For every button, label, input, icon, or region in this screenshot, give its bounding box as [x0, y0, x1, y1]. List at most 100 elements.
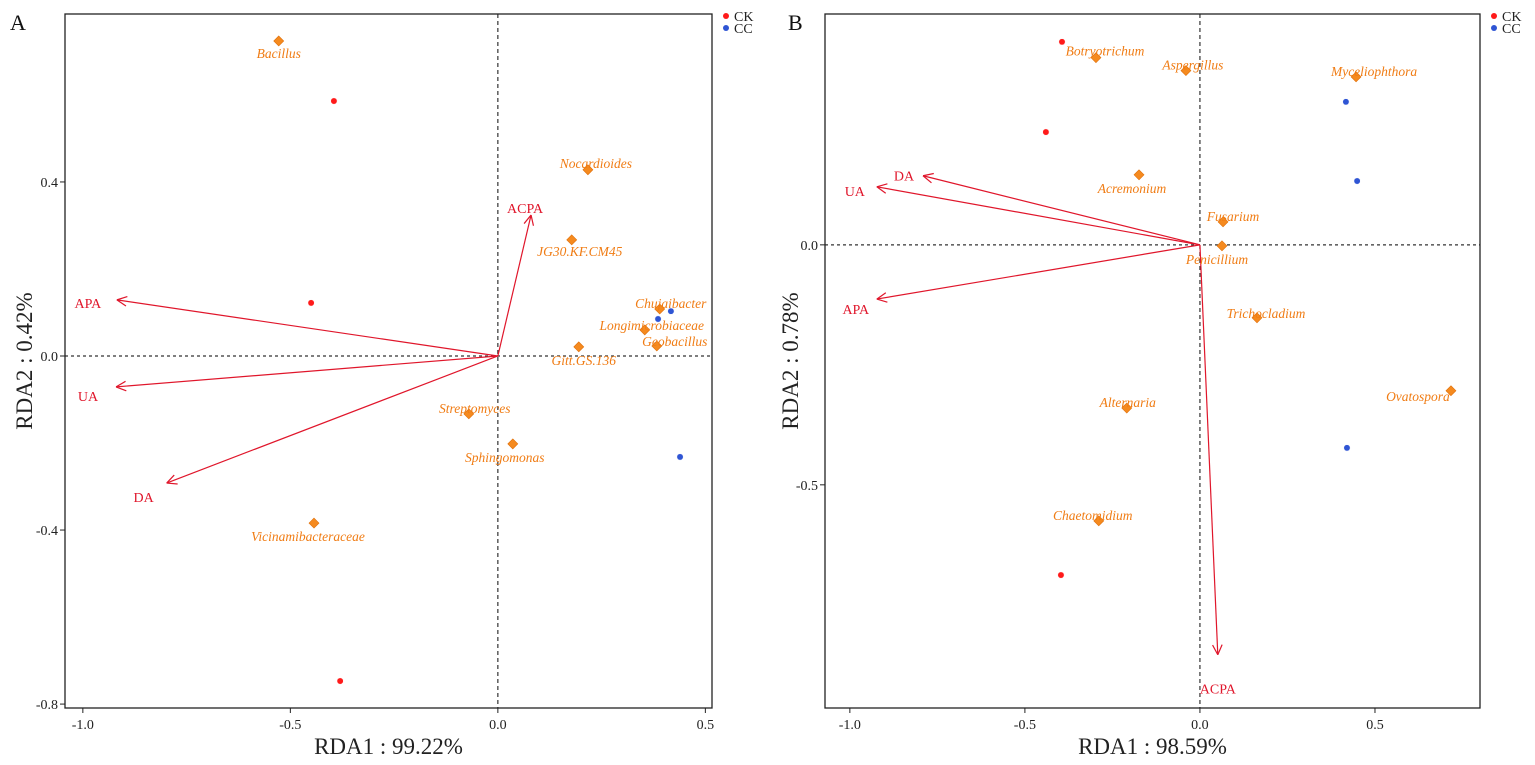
species-label: Sphingomonas	[465, 450, 545, 465]
y-tick-label: 0.4	[41, 176, 59, 191]
species-diamond-marker	[1251, 312, 1263, 324]
species-point: Ovatospora	[1386, 385, 1457, 404]
env-arrow-da: DA	[134, 355, 499, 506]
env-arrow-ua: UA	[78, 355, 498, 405]
species-point: Bacillus	[257, 35, 301, 61]
species-point: Chaetomidium	[1053, 508, 1133, 527]
env-arrow-acpa: ACPA	[1199, 244, 1237, 698]
species-point: Vicinamibacteraceae	[251, 517, 365, 544]
arrow-shaft	[166, 355, 499, 484]
arrow-head	[876, 186, 887, 194]
arrow-head	[115, 386, 127, 392]
species-point: JG30.KF.CM45	[537, 234, 623, 259]
x-tick-label: -0.5	[279, 718, 301, 733]
x-tick-label: 0.5	[1366, 718, 1384, 733]
legend-label: CC	[1502, 22, 1521, 37]
species-diamond-marker	[1445, 385, 1457, 397]
env-arrow-label: APA	[75, 297, 103, 312]
arrow-shaft	[876, 244, 1201, 300]
legend-label: CK	[734, 10, 753, 25]
sample-point-cc	[676, 453, 684, 461]
panel-a: -1.0 -0.5 0.0 0.5 0.4 0.0 -0.4 -0.8 RDA1 : 99.22…	[10, 10, 753, 759]
species-label: Streptomyces	[439, 401, 510, 416]
sample-point-ck	[1042, 128, 1050, 136]
arrow-shaft	[1199, 244, 1219, 655]
arrow-head	[922, 175, 932, 184]
species-label: Trichocladium	[1227, 306, 1306, 321]
legend-label: CC	[734, 22, 753, 37]
arrow-head	[116, 299, 127, 307]
species-label: Ovatospora	[1386, 389, 1450, 404]
arrow-shaft	[497, 214, 532, 357]
y-axis-title: RDA2 : 0.78%	[778, 292, 803, 429]
species-diamond-marker	[507, 438, 519, 450]
species-point: Geobacillus	[642, 334, 707, 352]
species-point: Alternaria	[1099, 395, 1156, 414]
species-label: Botryotrichum	[1066, 44, 1145, 59]
arrow-head	[116, 296, 128, 301]
species-diamond-marker	[1133, 169, 1145, 181]
y-tick-label: -0.4	[36, 524, 58, 539]
sample-point-cc	[1342, 98, 1350, 106]
species-point: Longimicrobiaceae	[599, 318, 704, 336]
panel-letter: A	[10, 10, 26, 35]
arrow-head	[1212, 644, 1219, 656]
species-label: Aspergillus	[1161, 58, 1223, 73]
arrow-head	[876, 298, 888, 303]
sample-point-cc	[1353, 177, 1361, 185]
species-diamond-marker	[651, 340, 663, 352]
y-axis-title: RDA2 : 0.42%	[12, 292, 37, 429]
species-label: Chaetomidium	[1053, 508, 1133, 523]
arrow-head	[166, 474, 175, 484]
legend-marker-ck	[723, 13, 729, 19]
species-label: Geobacillus	[642, 334, 707, 349]
env-arrow-label: DA	[134, 491, 155, 506]
species-diamond-marker	[1180, 65, 1192, 77]
env-arrow-label: ACPA	[507, 202, 544, 217]
species-diamond-marker	[566, 234, 578, 246]
species-label: Penicillium	[1185, 252, 1248, 267]
species-point: Streptomyces	[439, 401, 511, 420]
sample-point-cc	[654, 315, 662, 323]
plot-frame	[824, 13, 1481, 709]
species-diamond-marker	[273, 35, 285, 47]
species-label: Myceliophthora	[1330, 64, 1417, 79]
species-point: Penicillium	[1185, 240, 1248, 267]
env-arrow-label: DA	[894, 170, 915, 185]
x-tick-label: 0.0	[1191, 718, 1209, 733]
arrow-shaft	[115, 355, 498, 388]
species-label: Alternaria	[1099, 395, 1156, 410]
sample-point-ck	[1057, 571, 1065, 579]
sample-point-ck	[1058, 38, 1066, 46]
panel-letter: B	[788, 10, 803, 35]
arrow-shaft	[922, 175, 1201, 246]
species-point: Acremonium	[1097, 169, 1167, 196]
legend-marker-cc	[1491, 25, 1497, 31]
species-point: Fusarium	[1206, 209, 1260, 228]
env-arrow-ua: UA	[845, 183, 1201, 246]
species-label: Vicinamibacteraceae	[251, 529, 365, 544]
species-diamond-marker	[582, 164, 594, 176]
y-tick-label: -0.8	[36, 698, 58, 713]
sample-point-ck	[336, 677, 344, 685]
species-point: Nocardioides	[559, 156, 632, 176]
species-label: Chujaibacter	[635, 296, 707, 311]
sample-point-ck	[307, 299, 315, 307]
species-point: Trichocladium	[1227, 306, 1306, 324]
env-arrow-apa: APA	[75, 296, 498, 357]
x-tick-label: -1.0	[72, 718, 94, 733]
species-diamond-marker	[1093, 515, 1105, 527]
y-tick-label: -0.5	[796, 479, 818, 494]
species-point: Aspergillus	[1161, 58, 1223, 77]
arrow-shaft	[876, 186, 1201, 246]
species-diamond-marker	[639, 324, 651, 336]
species-point: Botryotrichum	[1066, 44, 1145, 64]
species-diamond-marker	[1350, 71, 1362, 83]
x-tick-label: 0.5	[697, 718, 715, 733]
env-arrow-label: ACPA	[1200, 683, 1237, 698]
env-arrow-acpa: ACPA	[497, 202, 544, 357]
x-axis-title: RDA1 : 98.59%	[1078, 734, 1227, 759]
species-label: Gitt.GS.136	[552, 353, 617, 368]
arrow-head	[523, 214, 532, 224]
sample-point-ck	[330, 97, 338, 105]
